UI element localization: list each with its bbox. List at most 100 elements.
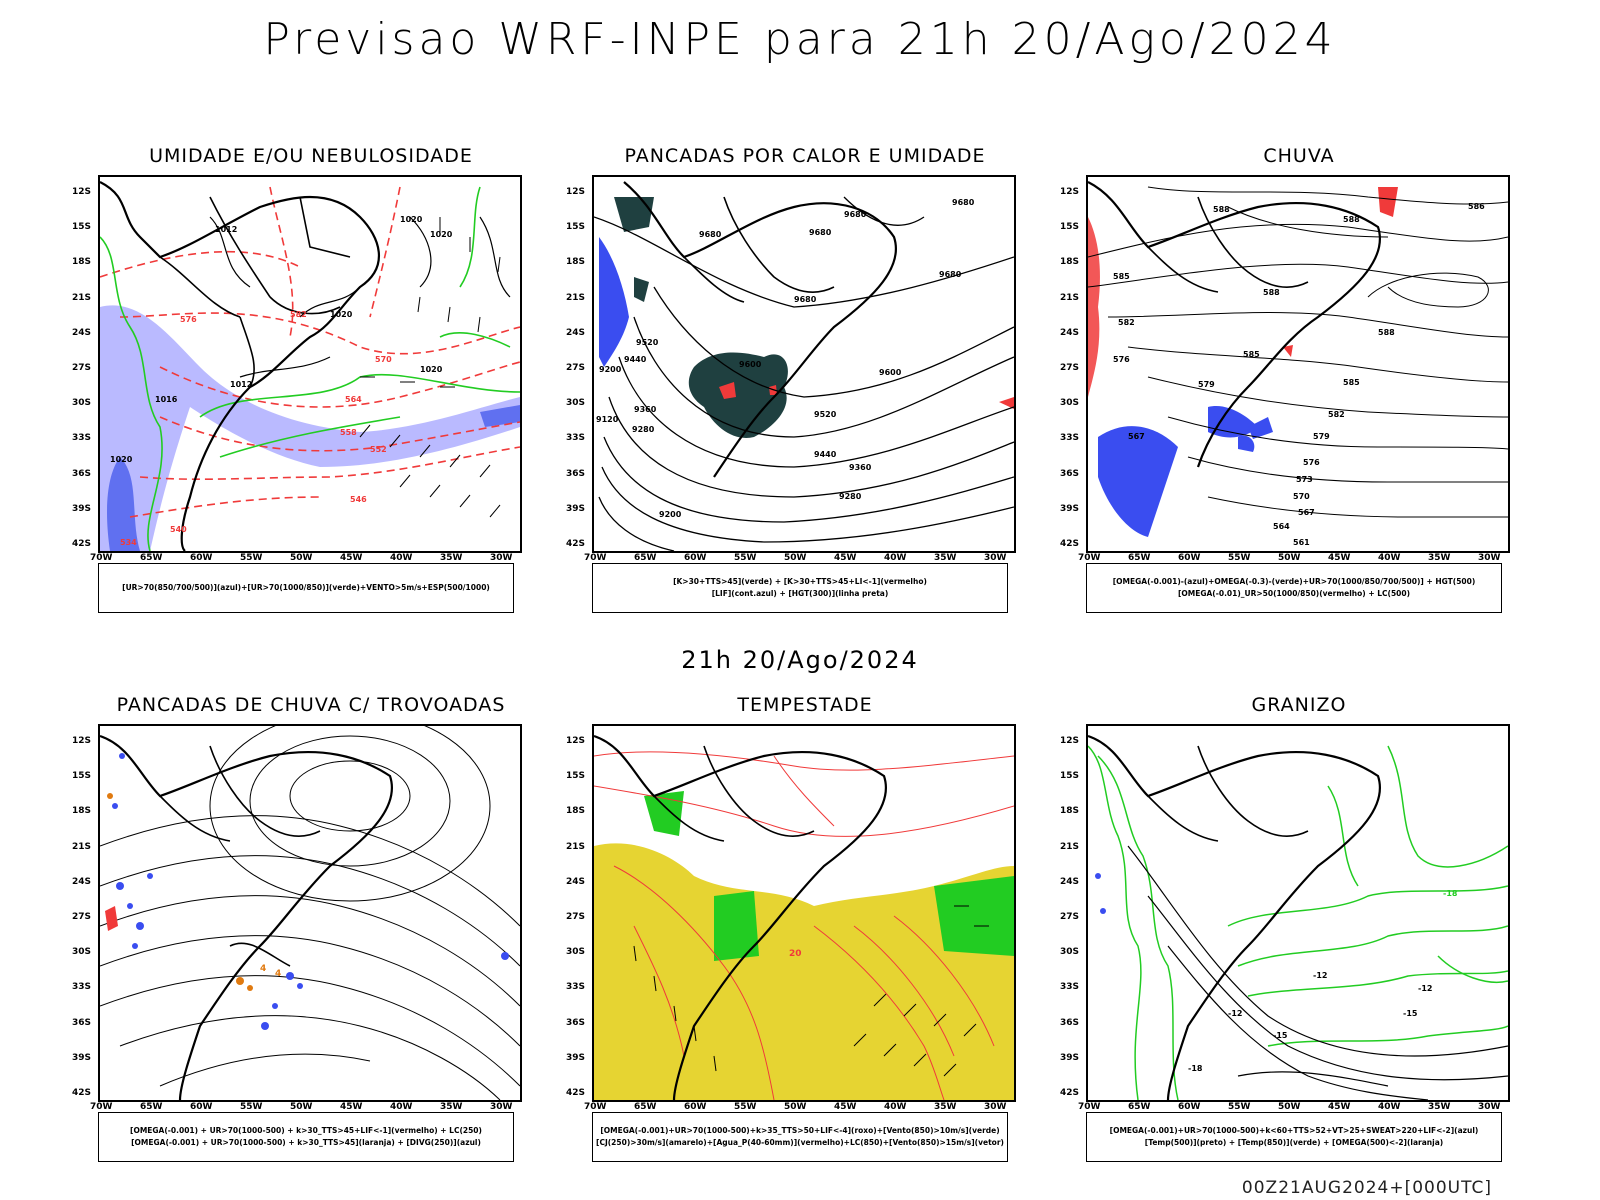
contour-label: -12 (1313, 971, 1327, 980)
lon-tick-label: 65W (634, 553, 657, 563)
lon-tick-label: 35W (440, 1102, 463, 1112)
lon-tick-label: 40W (884, 553, 907, 563)
lat-tick-label: 15S (566, 771, 586, 782)
contour-label: -15 (1273, 1031, 1288, 1040)
contour-label: 546 (350, 495, 367, 504)
panel-tempestade: TEMPESTADE (566, 694, 1020, 1174)
lat-tick-label: 33S (72, 982, 92, 993)
contour-label: 588 (1378, 328, 1395, 337)
lat-tick-label: 30S (1060, 947, 1080, 958)
lon-tick-label: 70W (584, 553, 607, 563)
panel-title: CHUVA (1263, 145, 1335, 167)
contour-label: 9520 (636, 338, 659, 347)
red-streamlines (594, 751, 1014, 1100)
contour-label: 552 (370, 445, 387, 454)
lat-tick-label: 39S (1060, 503, 1080, 514)
contour-label: -12 (1418, 984, 1432, 993)
contour-label: 570 (375, 355, 392, 364)
red-omega-ur-area (1283, 187, 1398, 357)
lat-tick-label: 18S (1060, 806, 1080, 817)
lon-tick-label: 60W (1178, 553, 1201, 563)
lon-tick-label: 65W (140, 553, 163, 563)
lat-tick-label: 39S (72, 503, 92, 514)
contour-label: 582 (290, 310, 307, 319)
streamlines (1088, 186, 1508, 518)
lat-tick-label: 33S (72, 433, 92, 444)
lon-tick-label: 65W (140, 1102, 163, 1112)
map-chuva[interactable]: 588 588 586 585 588 582 585 579 576 588 … (1086, 175, 1510, 553)
lon-tick-label: 60W (684, 553, 707, 563)
lat-tick-label: 18S (566, 257, 586, 268)
contour-label: 1012 (230, 380, 252, 389)
lon-tick-label: 50W (290, 1102, 313, 1112)
lat-tick-label: 12S (566, 187, 586, 197)
lat-tick-label: 15S (72, 771, 92, 782)
lon-tick-label: 55W (1228, 1102, 1251, 1112)
lat-tick-label: 18S (566, 806, 586, 817)
lat-tick-label: 36S (566, 468, 586, 479)
contour-label: 4 (275, 969, 281, 979)
lon-tick-label: 60W (1178, 1102, 1201, 1112)
lon-tick-label: 45W (834, 1102, 857, 1112)
blue-divergence-spots (112, 753, 509, 1030)
dark-teal-area (688, 352, 788, 438)
lat-tick-label: 36S (566, 1017, 586, 1028)
lon-tick-label: 70W (1078, 553, 1101, 563)
panel-title: GRANIZO (1251, 694, 1347, 716)
lon-tick-label: 55W (240, 553, 263, 563)
lat-tick-label: 21S (1060, 841, 1080, 852)
contour-label: 9200 (659, 510, 682, 519)
red-thickness-contours (100, 251, 520, 518)
green-wind-area (644, 791, 684, 836)
mid-title: 21h 20/Ago/2024 (681, 646, 919, 674)
lon-tick-label: 50W (784, 1102, 807, 1112)
lon-tick-label: 40W (1378, 553, 1401, 563)
lavender-humidity-area (100, 305, 520, 551)
run-timestamp: 00Z21AUG2024+[000UTC] (1241, 1178, 1492, 1198)
contour-label: 9680 (809, 228, 832, 237)
coastline (100, 734, 393, 1100)
contour-label: 585 (1243, 350, 1260, 359)
legend-line: [UR>70(850/700/500)](azul)+[UR>70(1000/8… (122, 583, 490, 592)
lat-tick-label: 24S (566, 876, 586, 887)
lat-tick-label: 33S (1060, 982, 1080, 993)
lon-tick-label: 40W (390, 1102, 413, 1112)
panel-title: PANCADAS POR CALOR E UMIDADE (624, 145, 986, 167)
lat-tick-label: 39S (1060, 1052, 1080, 1063)
map-pancadas-calor-svg: 9680 9680 9680 9680 9680 9680 9600 9600 … (594, 181, 1014, 551)
lat-tick-label: 30S (566, 398, 586, 409)
lat-tick-label: 33S (566, 982, 586, 993)
blue-hail-spots (1095, 873, 1106, 914)
borders (159, 196, 351, 388)
lon-tick-label: 55W (734, 1102, 757, 1112)
blue-humidity-core (107, 457, 140, 551)
contour-label: 540 (170, 525, 187, 534)
lon-tick-label: 65W (1128, 553, 1151, 563)
contour-label: 579 (1313, 432, 1330, 441)
lon-tick-label: 50W (1278, 553, 1301, 563)
contour-label: 4 (260, 964, 266, 974)
map-trovoadas[interactable]: 4 4 (98, 724, 522, 1102)
contour-label: 9680 (939, 270, 962, 279)
lon-tick-label: 70W (584, 1102, 607, 1112)
lat-tick-label: 39S (566, 503, 586, 514)
lat-tick-label: 36S (1060, 1017, 1080, 1028)
legend-line: [OMEGA(-0.001)-(azul)+OMEGA(-0.3)-(verde… (1112, 577, 1476, 586)
map-granizo[interactable]: -12 -12 -15 -15 -18 -12 -18 (1086, 724, 1510, 1102)
map-pancadas-calor[interactable]: 9680 9680 9680 9680 9680 9680 9600 9600 … (592, 175, 1016, 553)
contour-label: 588 (1343, 215, 1360, 224)
contour-label: 9680 (952, 198, 975, 207)
contour-label: 558 (340, 428, 357, 437)
lat-tick-label: 27S (566, 912, 586, 922)
lat-tick-label: 24S (72, 876, 92, 887)
map-umidade[interactable]: 1012 1020 1020 1012 1020 1016 1020 1020 … (98, 175, 522, 553)
blue-lif-area (599, 237, 629, 367)
map-tempestade[interactable]: 20 (592, 724, 1016, 1102)
coastline (594, 734, 887, 1100)
legend-pancadas-calor: [K>30+TTS>45](verde) + [K>30+TTS>45+LI<-… (592, 563, 1008, 613)
legend-line: [K>30+TTS>45](verde) + [K>30+TTS>45+LI<-… (673, 577, 927, 586)
lon-tick-label: 70W (90, 553, 113, 563)
panel-umidade: UMIDADE E/OU NEBULOSIDADE 1012 1020 (72, 145, 526, 625)
lon-tick-label: 70W (1078, 1102, 1101, 1112)
contour-label: 1020 (400, 215, 423, 224)
